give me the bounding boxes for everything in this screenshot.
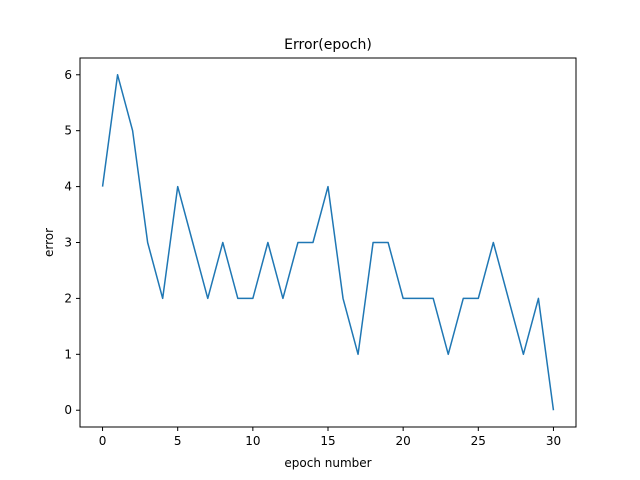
data-point xyxy=(538,298,540,300)
data-point xyxy=(447,354,449,356)
x-tick-label: 25 xyxy=(471,434,486,448)
data-point xyxy=(523,354,525,356)
y-tick-label: 1 xyxy=(64,347,72,361)
data-point xyxy=(147,242,149,244)
x-tick-label: 30 xyxy=(546,434,561,448)
data-point xyxy=(177,186,179,188)
y-tick-label: 5 xyxy=(64,124,72,138)
x-tick-label: 0 xyxy=(99,434,107,448)
series-line xyxy=(101,74,555,411)
x-tick-label: 15 xyxy=(320,434,335,448)
data-point xyxy=(162,298,164,300)
x-tick-label: 10 xyxy=(245,434,260,448)
data-point xyxy=(102,186,104,188)
data-point xyxy=(493,242,495,244)
y-tick-label: 4 xyxy=(64,180,72,194)
chart-title: Error(epoch) xyxy=(284,37,372,53)
data-point xyxy=(357,354,359,356)
data-point xyxy=(432,298,434,300)
data-point xyxy=(222,242,224,244)
x-axis-label: epoch number xyxy=(284,456,371,470)
data-point xyxy=(117,74,119,76)
data-point xyxy=(372,242,374,244)
ticks-layer: 0 5 10 15 20 25 30 0 1 2 3 4 5 6 xyxy=(64,68,561,448)
series-layer xyxy=(101,74,555,411)
data-point xyxy=(252,298,254,300)
data-point xyxy=(342,298,344,300)
data-point xyxy=(478,298,480,300)
data-point xyxy=(267,242,269,244)
data-point xyxy=(417,298,419,300)
data-point xyxy=(462,298,464,300)
plot-frame xyxy=(79,57,577,428)
data-point xyxy=(327,186,329,188)
data-point xyxy=(192,242,194,244)
y-tick-label: 0 xyxy=(64,403,72,417)
data-point xyxy=(508,298,510,300)
data-point xyxy=(553,409,555,411)
data-point xyxy=(237,298,239,300)
data-point xyxy=(387,242,389,244)
x-tick-label: 20 xyxy=(396,434,411,448)
data-point xyxy=(207,298,209,300)
data-point xyxy=(132,130,134,132)
data-point xyxy=(402,298,404,300)
y-tick-label: 6 xyxy=(64,68,72,82)
x-tick-label: 5 xyxy=(174,434,182,448)
data-point xyxy=(312,242,314,244)
y-tick-label: 3 xyxy=(64,236,72,250)
data-point xyxy=(282,298,284,300)
y-axis-label: error xyxy=(42,228,56,257)
y-tick-label: 2 xyxy=(64,291,72,305)
data-point xyxy=(297,242,299,244)
